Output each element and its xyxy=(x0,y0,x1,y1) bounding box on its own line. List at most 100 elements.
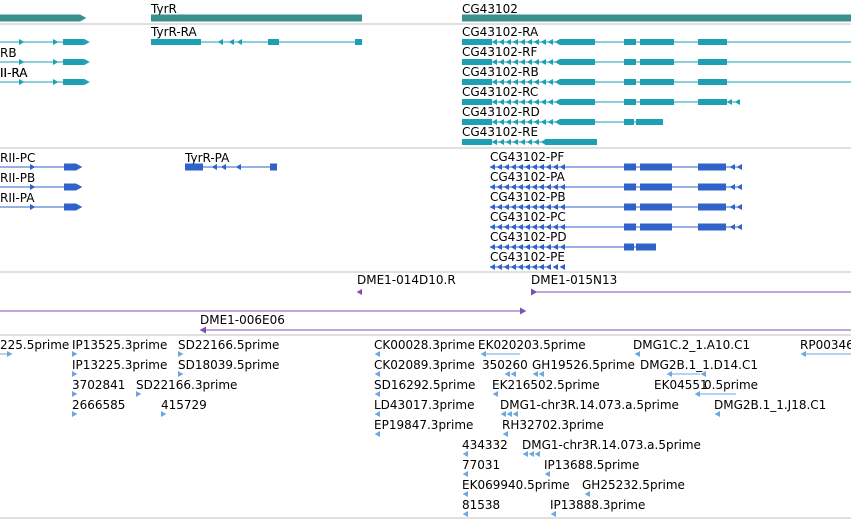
transcript-feature[interactable]: II-RA xyxy=(0,66,90,85)
strand-arrow-left-icon xyxy=(503,184,509,190)
feature-label: CG43102-RC xyxy=(462,85,538,99)
strand-arrow-left-icon xyxy=(462,511,468,517)
protein-feature[interactable]: CG43102-PE xyxy=(489,250,565,270)
strand-arrow-left-icon xyxy=(533,119,539,125)
est-feature[interactable]: EP19847.3prime xyxy=(374,418,473,437)
est-feature[interactable]: EK216502.5prime xyxy=(492,378,600,397)
est-feature[interactable]: CK00028.3prime xyxy=(374,338,475,357)
est-feature[interactable]: 350260 xyxy=(482,358,528,377)
strand-arrow-left-icon xyxy=(531,264,537,270)
strand-arrow-right-icon xyxy=(19,59,25,65)
strand-arrow-left-icon xyxy=(491,119,497,125)
protein-feature[interactable]: RII-PA xyxy=(0,191,83,211)
strand-arrow-left-icon xyxy=(552,244,558,250)
clone-feature[interactable]: DME1-015N13 xyxy=(531,273,851,296)
strand-arrow-left-icon xyxy=(491,79,497,85)
strand-arrow-right-icon xyxy=(30,184,36,190)
feature-label: DMG2B.1_1.J18.C1 xyxy=(714,398,826,412)
est-feature[interactable]: 415729 xyxy=(161,398,207,417)
feature-label: II-RA xyxy=(0,66,28,80)
strand-arrow-right-icon xyxy=(178,351,184,357)
strand-arrow-left-icon xyxy=(666,371,672,377)
strand-arrow-left-icon xyxy=(510,244,516,250)
clone-feature[interactable]: DME1-006E06 xyxy=(199,313,851,334)
est-feature[interactable]: SD22166.5prime xyxy=(178,338,279,357)
feature-label: DME1-014D10.R xyxy=(357,273,456,287)
protein-feature[interactable]: CG43102-PD xyxy=(489,230,656,251)
est-feature[interactable]: GH19526.5prime xyxy=(532,358,635,377)
protein-feature[interactable]: RII-PC xyxy=(0,151,83,171)
strand-arrow-left-icon xyxy=(512,59,518,65)
strand-arrow-left-icon xyxy=(517,264,523,270)
est-feature[interactable]: SD22166.3prime xyxy=(136,378,237,397)
est-feature[interactable]: DMG2B.1_1.D14.C1 xyxy=(640,358,758,377)
transcript-feature[interactable]: II-RA xyxy=(0,59,90,80)
strand-arrow-left-icon xyxy=(531,184,537,190)
est-feature[interactable]: 77031 xyxy=(462,458,500,477)
feature-label: CK02089.3prime xyxy=(374,358,475,372)
strand-arrow-right-icon xyxy=(76,183,83,191)
protein-feature[interactable]: RII-PB xyxy=(0,171,83,191)
est-feature[interactable]: 0.5prime xyxy=(704,378,758,392)
est-feature[interactable]: EK04551 xyxy=(654,378,736,397)
est-feature[interactable]: LD43017.3prime xyxy=(374,398,475,417)
gene-feature[interactable] xyxy=(0,14,87,22)
strand-arrow-left-icon xyxy=(211,164,217,170)
transcript-feature[interactable]: CG43102-RE xyxy=(462,125,597,145)
exon-block xyxy=(698,163,726,171)
strand-arrow-left-icon xyxy=(624,204,630,210)
transcript-feature[interactable]: CG43102-RA xyxy=(462,25,851,45)
protein-feature[interactable]: CG43102-PC xyxy=(489,210,742,231)
est-feature[interactable]: IP13888.3prime xyxy=(550,498,645,517)
est-feature[interactable]: 225.5prime xyxy=(0,338,69,357)
est-feature[interactable]: EK020203.5prime xyxy=(478,338,586,357)
transcript-feature[interactable]: CG43102-RB xyxy=(462,65,851,85)
strand-arrow-left-icon xyxy=(540,139,546,145)
est-feature[interactable]: DMG1-chr3R.14.073.a.5prime xyxy=(500,398,679,417)
est-feature[interactable]: 3702841 xyxy=(72,378,125,397)
est-feature[interactable]: IP13525.3prime xyxy=(72,338,167,357)
est-feature[interactable]: IP13688.5prime xyxy=(544,458,639,477)
gene-feature[interactable]: TyrR xyxy=(150,2,362,22)
gene-feature[interactable]: CG43102 xyxy=(462,2,851,22)
feature-label: SD18039.5prime xyxy=(178,358,279,372)
est-feature[interactable]: EK069940.5prime xyxy=(462,478,570,497)
strand-arrow-left-icon xyxy=(512,99,518,105)
est-feature[interactable]: DMG1-chr3R.14.073.a.5prime xyxy=(522,438,701,457)
feature-label: RP00346 xyxy=(800,338,851,352)
est-feature[interactable]: 81538 xyxy=(462,498,500,517)
feature-label: SD22166.5prime xyxy=(178,338,279,352)
est-feature[interactable]: DMG1C.2_1.A10.C1 xyxy=(633,338,750,357)
strand-arrow-left-icon xyxy=(524,264,530,270)
clone-feature[interactable] xyxy=(0,307,527,315)
feature-label: CG43102-RB xyxy=(462,65,539,79)
strand-arrow-left-icon xyxy=(526,39,532,45)
est-feature[interactable]: 2666585 xyxy=(72,398,125,417)
transcript-feature[interactable]: RB xyxy=(0,39,90,60)
est-feature[interactable]: SD16292.5prime xyxy=(374,378,475,397)
strand-arrow-right-icon xyxy=(72,371,78,377)
transcript-feature[interactable]: CG43102-RD xyxy=(462,105,663,125)
protein-feature[interactable]: CG43102-PB xyxy=(489,190,742,211)
transcript-feature[interactable]: TyrR-RA xyxy=(150,25,362,45)
exon-block xyxy=(640,203,672,211)
est-feature[interactable]: RH32702.3prime xyxy=(502,418,604,437)
est-feature[interactable]: IP13225.3prime xyxy=(72,358,167,377)
protein-feature[interactable]: TyrR-PA xyxy=(184,151,277,171)
protein-feature[interactable]: CG43102-PF xyxy=(489,150,742,171)
est-feature[interactable]: SD18039.5prime xyxy=(178,358,279,377)
clone-feature[interactable]: DME1-014D10.R xyxy=(356,273,456,295)
strand-arrow-left-icon xyxy=(726,99,732,105)
strand-arrow-right-icon xyxy=(84,59,90,65)
est-feature[interactable]: DMG2B.1_1.J18.C1 xyxy=(714,398,826,417)
transcript-feature[interactable]: CG43102-RC xyxy=(462,85,740,105)
est-feature[interactable]: CK02089.3prime xyxy=(374,358,475,377)
est-feature[interactable]: GH25232.5prime xyxy=(582,478,685,497)
strand-arrow-left-icon xyxy=(540,79,546,85)
strand-arrow-left-icon xyxy=(531,244,537,250)
protein-feature[interactable]: CG43102-PA xyxy=(489,170,742,191)
est-feature[interactable]: RP00346 xyxy=(800,338,851,357)
strand-arrow-left-icon xyxy=(698,164,704,170)
est-feature[interactable]: 434332 xyxy=(462,438,508,457)
transcript-feature[interactable]: CG43102-RF xyxy=(462,45,851,65)
